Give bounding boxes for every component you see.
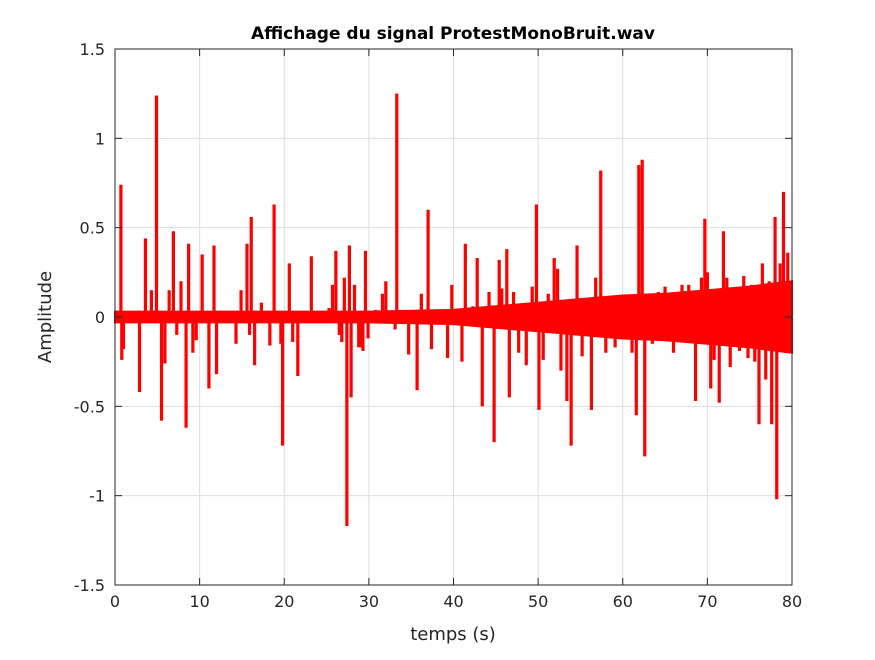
x-tick-label: 70 (697, 592, 717, 611)
x-tick-label: 20 (274, 592, 294, 611)
x-tick-label: 60 (613, 592, 633, 611)
x-tick-label: 80 (782, 592, 802, 611)
tick-marks (114, 48, 793, 586)
x-axis-label: temps (s) (410, 624, 496, 645)
y-tick-label: 1.5 (80, 40, 105, 59)
y-tick-label: 1 (95, 129, 105, 148)
y-tick-label: -1 (89, 487, 105, 506)
y-tick-label: 0 (95, 308, 105, 327)
y-tick-labels: -1.5 -1 -0.5 0 0.5 1 1.5 (74, 40, 105, 595)
chart-title: Affichage du signal ProtestMonoBruit.wav (251, 24, 655, 44)
y-tick-label: -1.5 (74, 576, 105, 595)
y-tick-label: 0.5 (80, 219, 105, 238)
x-tick-labels: 0 10 20 30 40 50 60 70 80 (110, 592, 802, 611)
x-tick-label: 50 (528, 592, 548, 611)
x-tick-label: 10 (189, 592, 209, 611)
x-tick-label: 30 (359, 592, 379, 611)
y-tick-label: -0.5 (74, 397, 105, 416)
y-axis-label: Amplitude (35, 271, 56, 363)
plot-area (114, 93, 793, 527)
x-tick-label: 40 (443, 592, 463, 611)
x-tick-label: 0 (110, 592, 120, 611)
